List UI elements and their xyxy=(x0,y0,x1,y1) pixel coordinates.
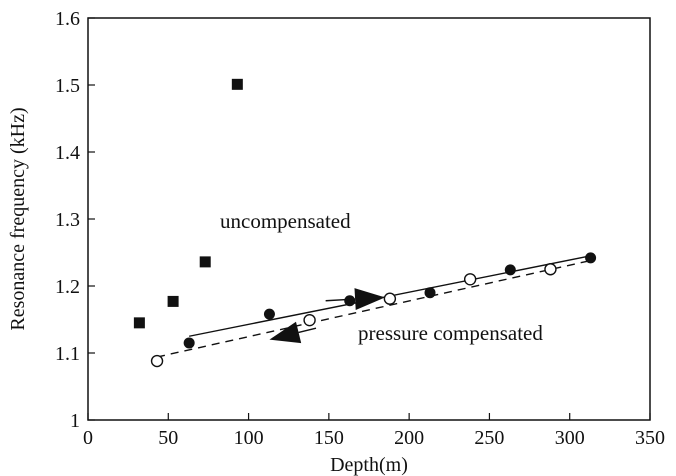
y-tick-label: 1.6 xyxy=(55,8,80,30)
open-circle-marker xyxy=(150,354,164,368)
x-tick-label: 300 xyxy=(555,427,585,449)
square-marker xyxy=(133,317,145,329)
y-tick-label: 1.3 xyxy=(55,209,80,231)
filled-circle-marker xyxy=(504,264,516,276)
arrow-head xyxy=(354,288,386,311)
x-tick-label: 100 xyxy=(234,427,264,449)
x-tick-label: 0 xyxy=(83,427,93,449)
filled-circle-marker xyxy=(424,287,436,299)
axis-ticks: 0 50 100 150 200 250 300 350 1 1.1 1.2 1.3 1.4 1.5 1.6 xyxy=(55,8,665,449)
arrow-head xyxy=(269,321,302,344)
filled-circle-marker xyxy=(263,308,275,320)
fit-line-dashed xyxy=(156,259,591,358)
x-tick-label: 150 xyxy=(314,427,344,449)
open-circle-marker xyxy=(383,292,397,305)
y-axis-title: Resonance frequency (kHz) xyxy=(7,107,29,330)
filled-circle-marker xyxy=(183,337,195,349)
x-tick-label: 250 xyxy=(474,427,504,449)
y-tick-label: 1.4 xyxy=(55,142,80,164)
x-tick-label: 50 xyxy=(158,427,178,449)
annotation-uncompensated: uncompensated xyxy=(220,209,351,233)
open-circle-marker xyxy=(303,313,316,327)
open-circle-marker xyxy=(544,263,557,276)
y-tick-label: 1.1 xyxy=(55,343,80,365)
x-tick-label: 350 xyxy=(635,427,665,449)
x-axis-title: Depth(m) xyxy=(330,454,408,476)
filled-circle-marker xyxy=(585,252,597,264)
open-circle-marker xyxy=(463,273,477,286)
square-marker xyxy=(167,295,179,307)
y-tick-label: 1.5 xyxy=(55,75,80,97)
data-points xyxy=(133,78,597,368)
plot-frame xyxy=(87,17,651,421)
square-marker xyxy=(199,256,211,268)
y-tick-label: 1.2 xyxy=(55,276,80,298)
x-tick-label: 200 xyxy=(394,427,424,449)
arrow-shaft xyxy=(298,327,317,334)
square-marker xyxy=(231,78,243,90)
filled-circle-marker xyxy=(344,295,356,307)
annotation-pressure-compensated: pressure compensated xyxy=(358,321,543,345)
y-tick-label: 1 xyxy=(70,410,80,432)
